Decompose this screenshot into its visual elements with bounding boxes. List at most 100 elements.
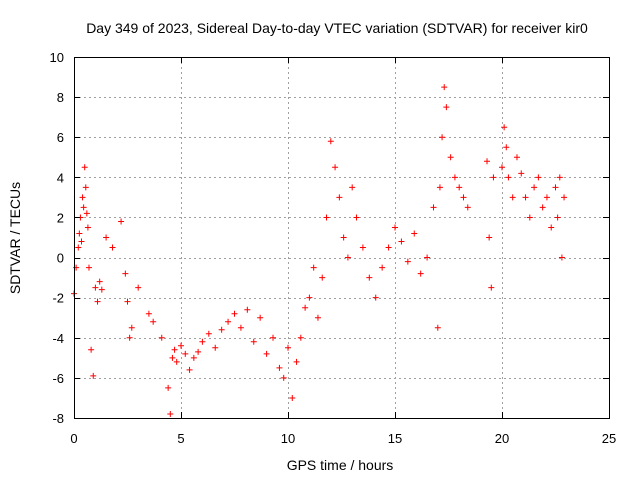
data-point [509, 194, 516, 201]
chart-title: Day 349 of 2023, Sidereal Day-to-day VTE… [86, 20, 588, 36]
plot-frame [74, 57, 610, 419]
data-point [186, 366, 193, 373]
data-point [276, 364, 283, 371]
data-point [244, 306, 251, 313]
data-point [349, 184, 356, 191]
data-point [490, 174, 497, 181]
data-point [359, 244, 366, 251]
data-point [535, 174, 542, 181]
data-point [167, 410, 174, 417]
data-point [353, 214, 360, 221]
data-point [486, 234, 493, 241]
x-tick-label: 5 [177, 431, 184, 446]
data-point [372, 294, 379, 301]
data-point [293, 358, 300, 365]
data-point [263, 350, 270, 357]
data-point [522, 194, 529, 201]
data-point [250, 338, 257, 345]
y-axis-label: SDTVAR / TECUs [7, 182, 23, 294]
data-point [124, 298, 131, 305]
data-point [150, 318, 157, 325]
data-point [81, 164, 88, 171]
data-point [94, 298, 101, 305]
data-point [135, 284, 142, 291]
data-point [212, 344, 219, 351]
data-point [436, 184, 443, 191]
grid-lines [74, 57, 609, 418]
data-point [78, 238, 85, 245]
data-point [460, 194, 467, 201]
data-point [128, 324, 135, 331]
data-point [88, 346, 95, 353]
data-point [302, 304, 309, 311]
data-point [548, 224, 555, 231]
data-point [257, 314, 264, 321]
x-tick-label: 20 [495, 431, 509, 446]
data-point [336, 194, 343, 201]
data-point [199, 338, 206, 345]
data-point [145, 310, 152, 317]
data-point [82, 184, 89, 191]
data-point [289, 394, 296, 401]
data-point [76, 230, 83, 237]
data-point [385, 244, 392, 251]
data-point [456, 184, 463, 191]
data-point [556, 174, 563, 181]
y-tick-label: -6 [52, 371, 64, 386]
data-point [158, 334, 165, 341]
data-point [280, 374, 287, 381]
data-point [484, 158, 491, 165]
data-point [443, 104, 450, 111]
data-point [310, 264, 317, 271]
y-tick-label: -8 [52, 411, 64, 426]
data-point [447, 154, 454, 161]
y-axis-ticks: -8 -6 -4 -2 0 2 4 6 8 10 [50, 50, 609, 426]
data-point [379, 264, 386, 271]
data-point [526, 214, 533, 221]
data-point [430, 204, 437, 211]
data-point [84, 224, 91, 231]
data-point [505, 174, 512, 181]
x-tick-label: 25 [602, 431, 616, 446]
data-point [539, 204, 546, 211]
y-tick-label: -4 [52, 331, 64, 346]
data-point [554, 214, 561, 221]
data-point [83, 210, 90, 217]
data-point [340, 234, 347, 241]
x-tick-label: 15 [388, 431, 402, 446]
data-point [178, 342, 184, 349]
data-point [92, 284, 99, 291]
data-point [344, 254, 351, 261]
data-point [171, 346, 178, 353]
data-point [561, 194, 568, 201]
y-tick-label: 0 [57, 251, 64, 266]
data-point [392, 224, 398, 231]
data-point [404, 258, 411, 265]
y-tick-label: 10 [50, 50, 64, 65]
data-point [441, 84, 448, 91]
data-point [169, 354, 176, 361]
y-tick-label: 8 [57, 90, 64, 105]
data-point [327, 138, 334, 145]
data-point [173, 358, 180, 365]
data-point [109, 244, 116, 251]
data-point [513, 154, 520, 161]
x-axis-ticks: 0 5 10 15 20 25 [70, 57, 616, 446]
data-point [488, 284, 495, 291]
data-point [103, 234, 110, 241]
y-tick-label: -2 [52, 291, 64, 306]
data-point [205, 330, 212, 337]
data-point [285, 344, 291, 351]
x-tick-label: 10 [281, 431, 295, 446]
data-point [558, 254, 565, 261]
data-point [531, 184, 538, 191]
x-axis-label: GPS time / hours [287, 457, 394, 473]
data-point [126, 334, 133, 341]
data-point [314, 314, 321, 321]
data-point [499, 164, 505, 171]
data-point [270, 334, 277, 341]
data-point [297, 334, 304, 341]
data-point [165, 384, 172, 391]
data-point [90, 372, 97, 379]
